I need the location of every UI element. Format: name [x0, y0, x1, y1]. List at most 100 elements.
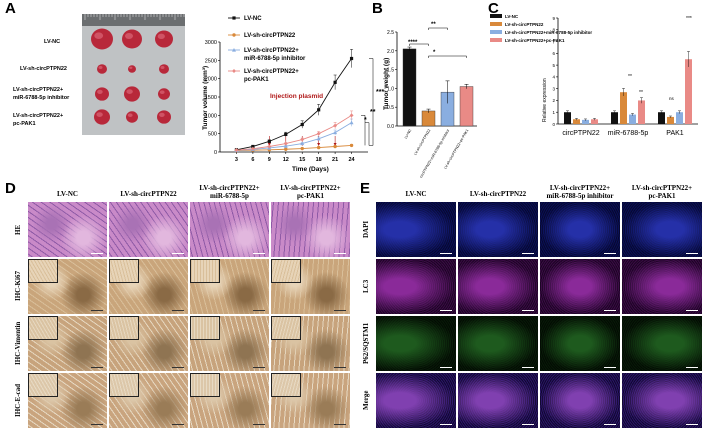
fluorescence-image: [458, 202, 538, 257]
chartC-bar: [658, 112, 665, 124]
histology-image: [271, 316, 350, 371]
chartC-ytick: 8: [552, 28, 555, 33]
tumor-sample: [128, 65, 136, 73]
chartA-series-line: [236, 122, 352, 151]
scale-bar: [522, 424, 534, 425]
ruler: [82, 14, 185, 26]
fluorescence-image: [540, 316, 620, 371]
chartA-sig-1: ***: [376, 89, 384, 96]
chartA-point: [250, 146, 255, 151]
chartA-ytick: 0: [214, 150, 217, 156]
chartC-ytick: 7: [552, 39, 555, 44]
chartA-point: [333, 80, 337, 84]
chartA-sig-2: **: [370, 109, 376, 116]
histology-inset: [28, 316, 58, 340]
chartA-point: [300, 141, 305, 146]
histology-image: [271, 373, 350, 428]
fluorescence-image: [376, 202, 456, 257]
fluorescence-row-label: Merge: [362, 390, 370, 411]
scale-bar: [91, 367, 103, 368]
histology-column-header: LV-sh-circPTPN22+ pc-PAK1: [271, 184, 350, 200]
chartA-point: [317, 108, 321, 112]
relative-expression-chart: 0 1 2 3 4 5 6 7 8 9 circPTPN22 miR-6788-5p PAK1 LV-…: [490, 14, 698, 137]
chartA-xtick: 9: [268, 157, 271, 163]
chartB-ytick: 2.0: [387, 49, 394, 55]
chartA-point: [300, 122, 304, 127]
histology-image: [109, 373, 188, 428]
histology-inset: [271, 316, 301, 340]
chartA-point: [349, 56, 354, 61]
chartC-ytick: 2: [552, 98, 555, 103]
chartA-xlabel: Time (Days): [292, 166, 329, 173]
chartA-ytick: 500: [208, 132, 217, 138]
histology-image: [190, 202, 269, 257]
chartC-legend-label: LV-sh-circPTPN22+pc-PAK1: [505, 38, 565, 43]
chartC-legend-swatch: [490, 30, 502, 34]
chartA-legend-label: LV-sh-circPTPN22: [244, 33, 296, 39]
fluorescence-image: [376, 373, 456, 428]
chartA-point: [267, 139, 271, 143]
histology-column-header: LV-sh-circPTPN22: [109, 190, 188, 198]
scale-bar: [440, 310, 452, 311]
tumor-sample: [124, 86, 140, 102]
fluorescence-image: [622, 373, 702, 428]
photo-label-lvnc: LV-NC: [44, 39, 61, 45]
panel-label-a: A: [5, 0, 16, 17]
tumor-sample: [94, 109, 110, 125]
chartA-series-line: [236, 58, 352, 151]
chartC-bar: [638, 100, 645, 124]
chartC-bar: [676, 112, 683, 124]
scale-bar: [522, 367, 534, 368]
chartB-xtick: LV-sh-circPTPN22+miR-6788-5p inhibitor: [414, 128, 451, 178]
chartC-legend-swatch: [490, 38, 502, 42]
chartC-legend-label: LV-NC: [505, 14, 519, 19]
chartA-legend-label: LV-NC: [244, 16, 262, 22]
chartB-sig-2: *: [433, 50, 436, 56]
fluorescence-image: [458, 259, 538, 314]
histology-row-label: IHC-Vimentin: [14, 321, 22, 366]
tumor-photo: [82, 14, 185, 135]
histology-image: [28, 316, 107, 371]
fluorescence-row-label: DAPI: [362, 220, 370, 239]
panel-label-c: C: [488, 0, 499, 17]
scale-bar: [334, 253, 346, 254]
photo-label-inhibitor-2: miR-6788-5p inhibitor: [13, 95, 70, 101]
fluorescence-image: [376, 259, 456, 314]
tumor-volume-chart: 0 500 1000 1500 2000 2500 3000 3 6 9 12 15 18 21 24 In…: [202, 16, 384, 173]
chartA-point: [300, 146, 304, 151]
scale-bar: [172, 310, 184, 311]
histology-row-label: HE: [14, 224, 22, 235]
chartA-xtick: 21: [332, 157, 338, 163]
histology-image: [109, 202, 188, 257]
scale-bar: [172, 367, 184, 368]
chartA-legend-label: LV-sh-circPTPN22+: [244, 48, 299, 54]
chartA-ytick: 1500: [205, 95, 217, 101]
histology-row-label: IHC-E-cad: [14, 383, 22, 418]
histology-image: [28, 202, 107, 257]
histology-inset: [190, 316, 220, 340]
chartC-ytick: 0: [552, 122, 555, 127]
chartA-point: [316, 136, 321, 141]
chartC-ytick: 5: [552, 63, 555, 68]
panel-label-b: B: [372, 0, 383, 17]
chartA-point: [316, 131, 321, 136]
tumor-sample: [97, 64, 107, 74]
scale-bar: [686, 367, 698, 368]
fluorescence-row-label: P62/SQSTM1: [362, 322, 370, 365]
chartA-xtick: 18: [316, 157, 322, 163]
chartA-xtick: 12: [283, 157, 289, 163]
chartB-ytick: 1.5: [387, 68, 394, 74]
chartA-point: [234, 148, 239, 153]
chartA-point: [349, 113, 354, 118]
histology-inset: [109, 259, 139, 283]
scale-bar: [253, 424, 265, 425]
fluorescence-column-header: LV-sh-circPTPN22+ miR-6788-5p inhibitor: [540, 184, 620, 200]
histology-column-line: LV-sh-circPTPN22+: [280, 184, 341, 192]
scale-bar: [686, 253, 698, 254]
photo-label-sh: LV-sh-circPTPN22: [20, 66, 67, 72]
chartC-ytick: 6: [552, 51, 555, 56]
fluorescence-column-header: LV-NC: [376, 190, 456, 198]
histology-column-header: LV-sh-circPTPN22+ miR-6788-5p: [190, 184, 269, 200]
histology-image: [190, 259, 269, 314]
sig-bracket: [369, 58, 374, 146]
